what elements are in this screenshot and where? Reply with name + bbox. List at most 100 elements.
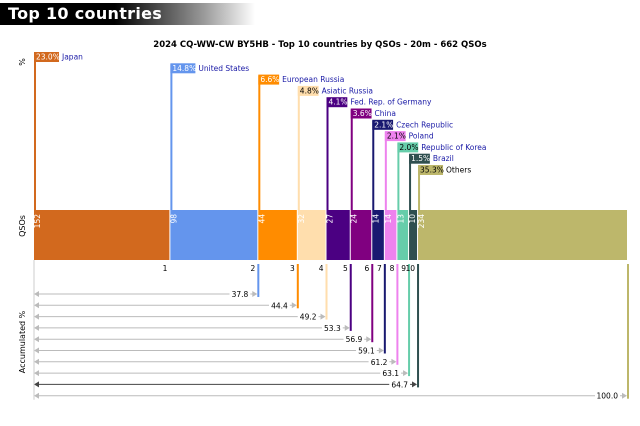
percent-axis-label: % (18, 58, 27, 66)
country-label-7: Czech Republic (396, 120, 453, 129)
accumulated-label-4: 49.2 (300, 313, 317, 322)
rank-label-3: 3 (290, 264, 295, 273)
percent-box-4 (297, 85, 319, 96)
percent-box-6 (350, 108, 372, 119)
leader-line-7 (372, 120, 375, 210)
accumulated-arrow-left-9 (34, 370, 39, 377)
percent-box-11 (418, 165, 444, 175)
rank-label-9: 9 (401, 264, 406, 273)
bar-value-11: 234 (417, 214, 426, 229)
bar-11 (418, 210, 627, 260)
accumulated-bg-4 (297, 311, 319, 322)
accumulated-bg-10 (389, 379, 411, 390)
country-label-9: Republic of Korea (421, 143, 486, 152)
percent-label-5: 4.1% (329, 98, 348, 107)
bar-value-4: 32 (297, 214, 306, 224)
accumulated-axis-label: Accumulated % (18, 310, 27, 373)
accumulated-label-3: 44.4 (271, 301, 288, 310)
percent-label-7: 2.1% (374, 120, 393, 129)
accumulated-bg-8 (368, 356, 390, 367)
accumulated-arrow-right-2 (252, 291, 258, 297)
bar-1 (34, 210, 170, 260)
percent-box-2 (170, 63, 196, 74)
bar-value-1: 152 (33, 214, 42, 229)
percent-label-10: 1.5% (411, 154, 430, 163)
percent-label-9: 2.0% (399, 143, 418, 152)
bar-10 (409, 210, 418, 260)
percent-label-8: 2.1% (387, 132, 406, 141)
rank-label-1: 1 (163, 264, 168, 273)
rank-label-2: 2 (251, 264, 256, 273)
bar-value-7: 14 (371, 214, 380, 224)
country-label-1: Japan (61, 53, 83, 62)
percent-label-3: 6.6% (260, 75, 279, 84)
leader-line-4 (297, 86, 300, 210)
bar-7 (372, 210, 384, 260)
accumulated-label-9: 63.1 (382, 369, 399, 378)
leader-line-1 (34, 53, 36, 210)
percent-box-10 (409, 153, 430, 164)
accumulated-arrow-left-3 (34, 302, 39, 309)
bar-value-5: 27 (326, 214, 335, 224)
accumulated-label-2: 37.8 (232, 290, 249, 299)
accumulated-arrow-right-8 (391, 358, 397, 365)
rank-label-6: 6 (364, 264, 369, 273)
accumulated-label-5: 53.3 (324, 324, 341, 333)
leader-line-5 (326, 98, 329, 210)
rank-label-5: 5 (343, 264, 348, 273)
percent-box-3 (258, 74, 280, 85)
bar-value-3: 44 (257, 214, 266, 224)
bar-2 (170, 210, 258, 260)
accumulated-arrow-left-4 (34, 313, 39, 320)
page-title: Top 10 countries (8, 4, 163, 23)
accumulated-label-7: 59.1 (358, 347, 375, 356)
accumulated-arrow-right-7 (378, 347, 384, 354)
country-label-2: United States (198, 64, 249, 73)
leader-line-6 (350, 109, 353, 210)
bar-value-9: 13 (396, 214, 405, 224)
bar-5 (326, 210, 350, 260)
bar-value-10: 10 (408, 214, 417, 224)
leader-line-11 (418, 166, 421, 210)
bar-value-6: 24 (350, 214, 359, 224)
bar-value-2: 98 (169, 214, 178, 224)
accumulated-arrow-left-11 (34, 392, 39, 399)
rank-label-10: 10 (405, 264, 415, 273)
drop-line-9 (408, 264, 411, 377)
country-label-5: Fed. Rep. of Germany (350, 98, 432, 107)
header-banner: Top 10 countries (0, 3, 255, 25)
drop-line-10 (417, 264, 420, 388)
percent-label-11: 35.3% (420, 166, 444, 175)
accumulated-arrow-right-11 (622, 392, 627, 399)
drop-line-5 (349, 264, 352, 331)
rank-label-8: 8 (390, 264, 395, 273)
accumulated-arrow-right-6 (366, 336, 372, 343)
drop-line-7 (383, 264, 386, 354)
accumulated-arrow-left-10 (34, 381, 39, 388)
bar-4 (297, 210, 326, 260)
accumulated-label-11: 100.0 (597, 392, 619, 401)
percent-label-6: 3.6% (353, 109, 372, 118)
accumulated-arrow-right-3 (291, 302, 297, 309)
percent-box-8 (384, 131, 406, 142)
percent-label-2: 14.8% (172, 64, 196, 73)
accumulated-arrow-right-4 (320, 313, 326, 320)
accumulated-bg-3 (269, 300, 290, 311)
accumulated-arrow-left-8 (34, 358, 39, 365)
leader-line-2 (170, 64, 173, 210)
percent-box-9 (397, 142, 419, 153)
drop-line-11 (627, 264, 629, 399)
chart-title: 2024 CQ-WW-CW BY5HB - Top 10 countries b… (153, 40, 486, 50)
accumulated-label-8: 61.2 (371, 358, 388, 367)
leader-line-9 (397, 143, 400, 210)
percent-box-5 (326, 97, 348, 108)
bar-value-8: 14 (384, 214, 393, 224)
accumulated-bg-11 (595, 390, 620, 401)
leader-line-3 (258, 75, 261, 210)
accumulated-arrow-right-9 (403, 370, 409, 377)
bar-9 (397, 210, 409, 260)
country-label-6: China (375, 109, 396, 118)
leader-line-8 (384, 132, 387, 210)
country-label-11: Others (446, 166, 471, 175)
